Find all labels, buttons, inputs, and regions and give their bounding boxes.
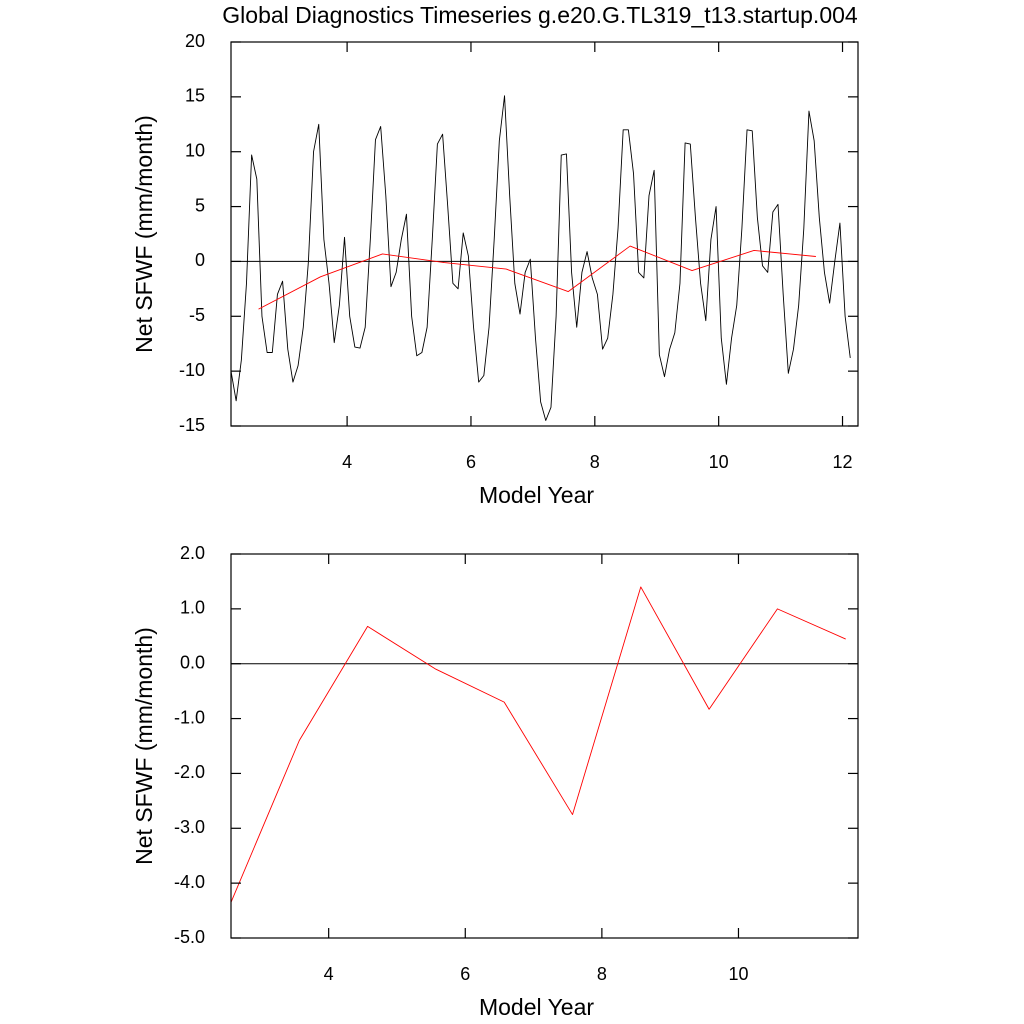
chart-title: Global Diagnostics Timeseries g.e20.G.TL…	[222, 2, 858, 28]
y-tick-label: -1.0	[174, 707, 205, 727]
y-tick-label: 20	[185, 31, 205, 51]
x-tick-label: 6	[466, 452, 476, 472]
x-axis-label: Model Year	[479, 994, 594, 1020]
y-axis-label: Net SFWF (mm/month)	[131, 115, 157, 353]
x-tick-label: 8	[590, 452, 600, 472]
y-tick-label: 10	[185, 140, 205, 160]
y-tick-label: 0.0	[180, 652, 205, 672]
y-tick-label: 0	[195, 250, 205, 270]
data-line	[258, 245, 816, 310]
x-tick-label: 4	[342, 452, 352, 472]
y-tick-label: 1.0	[180, 598, 205, 618]
y-axis-label: Net SFWF (mm/month)	[131, 627, 157, 865]
x-tick-label: 8	[597, 964, 607, 984]
plot-frame	[230, 41, 859, 427]
plot-frame	[230, 553, 859, 939]
x-tick-label: 4	[324, 964, 334, 984]
y-tick-label: 15	[185, 86, 205, 106]
y-tick-label: -2.0	[174, 762, 205, 782]
x-axis-label: Model Year	[479, 482, 594, 508]
y-tick-label: -15	[179, 415, 205, 435]
y-tick-label: -4.0	[174, 872, 205, 892]
x-tick-label: 12	[833, 452, 853, 472]
y-tick-label: -3.0	[174, 817, 205, 837]
y-tick-label: -10	[179, 360, 205, 380]
y-tick-label: 2.0	[180, 543, 205, 563]
y-tick-label: 5	[195, 195, 205, 215]
data-line	[230, 95, 851, 421]
x-tick-label: 10	[728, 964, 748, 984]
data-line	[230, 586, 846, 903]
x-tick-label: 10	[709, 452, 729, 472]
y-tick-label: -5	[189, 305, 205, 325]
x-tick-label: 6	[460, 964, 470, 984]
y-tick-label: -5.0	[174, 927, 205, 947]
